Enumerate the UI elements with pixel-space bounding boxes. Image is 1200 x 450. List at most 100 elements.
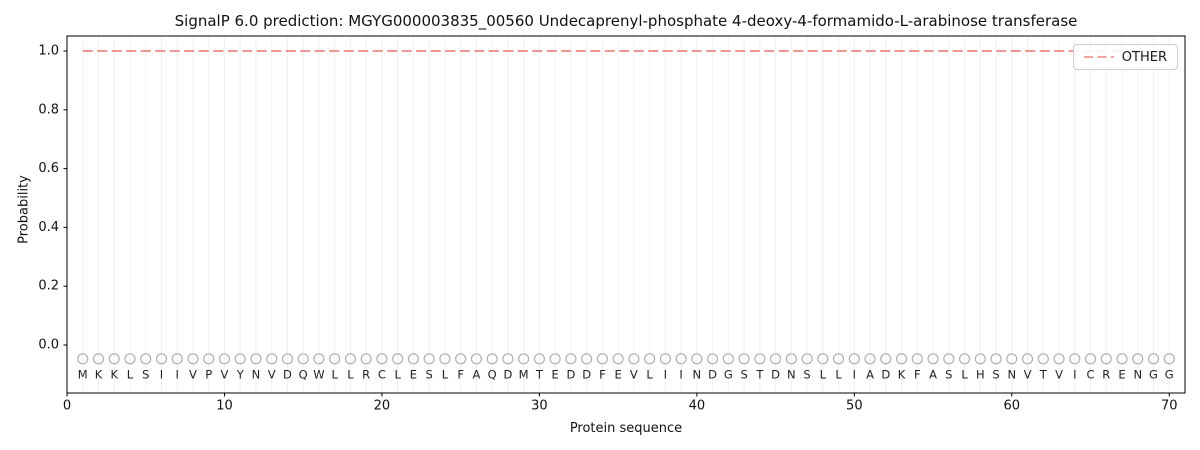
- residue-letter: T: [755, 367, 764, 381]
- residue-letter: V: [268, 367, 276, 381]
- residue-letter: D: [708, 367, 717, 381]
- residue-letter: V: [221, 367, 229, 381]
- plot-border: [66, 35, 1186, 394]
- residue-letter: K: [95, 367, 103, 381]
- residue-letter: C: [378, 367, 386, 381]
- residue-marker: [171, 353, 183, 365]
- residue-letter: L: [331, 367, 338, 381]
- y-tick-label: 0.8: [38, 102, 59, 117]
- residue-letter: D: [881, 367, 890, 381]
- residue-letter: T: [1039, 367, 1048, 381]
- residue-letter: L: [820, 367, 827, 381]
- residue-marker: [754, 353, 766, 365]
- residue-marker: [801, 353, 813, 365]
- residue-letter: V: [630, 367, 638, 381]
- residue-letter: E: [614, 367, 621, 381]
- residue-letter: F: [914, 367, 921, 381]
- residue-letter: L: [835, 367, 842, 381]
- residue-letter: N: [787, 367, 796, 381]
- residue-letter: I: [176, 367, 179, 381]
- residue-letter: S: [426, 367, 433, 381]
- residue-letter: P: [205, 367, 212, 381]
- residue-marker: [596, 353, 608, 365]
- residue-marker: [707, 353, 719, 365]
- x-tick-label: 10: [216, 399, 233, 414]
- residue-marker: [769, 353, 782, 365]
- residue-marker: [297, 353, 309, 365]
- legend: OTHER: [1072, 44, 1178, 70]
- residue-letter: E: [410, 367, 417, 381]
- residue-letter: D: [503, 367, 512, 381]
- residue-marker: [155, 353, 168, 365]
- residue-letter: G: [1149, 367, 1158, 381]
- residue-marker: [1021, 353, 1034, 365]
- legend-line-sample-other: [1083, 56, 1114, 58]
- residue-marker: [140, 353, 152, 365]
- residue-letter: K: [898, 367, 906, 381]
- residue-letter: E: [552, 367, 559, 381]
- residue-marker: [455, 353, 467, 365]
- residue-letter: C: [1087, 367, 1095, 381]
- residue-marker: [644, 353, 656, 365]
- x-tick-label: 40: [689, 399, 706, 414]
- residue-marker: [848, 353, 860, 365]
- residue-marker: [832, 353, 845, 365]
- chart-title: SignalP 6.0 prediction: MGYG000003835_00…: [174, 12, 1078, 30]
- residue-letter: S: [945, 367, 952, 381]
- residue-marker: [895, 353, 908, 365]
- residue-marker: [1163, 353, 1175, 365]
- residue-letter: L: [442, 367, 449, 381]
- residue-marker: [864, 353, 876, 365]
- residue-marker: [77, 353, 89, 365]
- residue-marker: [486, 353, 498, 365]
- residue-marker: [234, 353, 246, 365]
- residue-marker: [1006, 353, 1018, 365]
- residue-letter: D: [771, 367, 780, 381]
- residue-marker: [738, 353, 750, 365]
- residue-letter: R: [1102, 367, 1110, 381]
- residue-marker: [533, 353, 545, 365]
- residue-letter: S: [740, 367, 747, 381]
- residue-marker: [313, 353, 325, 365]
- residue-letter: M: [519, 367, 529, 381]
- residue-marker: [344, 353, 357, 365]
- residue-letter: N: [1007, 367, 1016, 381]
- residue-marker: [518, 353, 530, 365]
- residue-letter: N: [693, 367, 702, 381]
- residue-marker: [1037, 353, 1049, 365]
- residue-marker: [628, 353, 640, 365]
- residue-letter: Q: [488, 367, 497, 381]
- x-tick-label: 0: [63, 399, 71, 414]
- residue-letter: S: [142, 367, 149, 381]
- residue-letter: T: [535, 367, 544, 381]
- residue-marker: [581, 353, 593, 365]
- residue-marker: [785, 353, 797, 365]
- residue-marker: [360, 353, 372, 365]
- residue-letter: Q: [299, 367, 308, 381]
- residue-letter: G: [1165, 367, 1174, 381]
- x-tick-label: 30: [531, 399, 548, 414]
- residue-letter: N: [1133, 367, 1142, 381]
- residue-marker: [817, 353, 829, 365]
- residue-marker: [691, 353, 703, 365]
- residue-marker: [423, 353, 435, 365]
- residue-marker: [250, 353, 262, 365]
- residue-letter: F: [457, 367, 464, 381]
- x-tick-label: 20: [374, 399, 391, 414]
- legend-label-other: OTHER: [1121, 49, 1167, 65]
- residue-marker: [281, 353, 294, 365]
- residue-letter: N: [252, 367, 261, 381]
- residue-marker: [108, 353, 120, 365]
- residue-marker: [470, 353, 483, 365]
- residue-marker: [376, 353, 388, 365]
- y-tick-label: 0.4: [38, 220, 59, 235]
- residue-letter: I: [1073, 367, 1076, 381]
- x-tick-label: 50: [846, 399, 863, 414]
- residue-marker: [722, 353, 734, 365]
- residue-marker: [329, 353, 341, 365]
- residue-marker: [927, 353, 939, 365]
- residue-letter: L: [646, 367, 653, 381]
- residue-marker: [92, 353, 105, 365]
